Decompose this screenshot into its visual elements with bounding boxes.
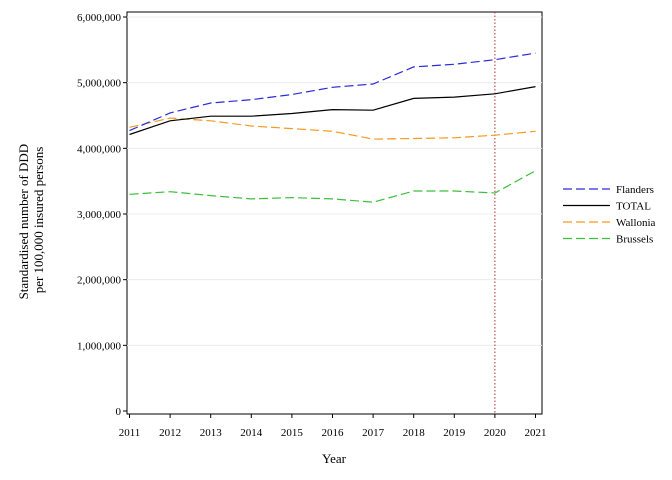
x-tick-label: 2014 — [240, 427, 263, 439]
x-tick-label: 2018 — [403, 427, 426, 439]
y-axis: 0 1,000,000 2,000,000 3,000,000 4,000,000 5,0… — [77, 12, 127, 418]
y-tick-label: 3,000,000 — [77, 209, 122, 221]
x-tick-label: 2021 — [525, 427, 547, 439]
x-axis: 2011 2012 2013 2014 2015 2016 2017 2018 2019 2020… — [119, 414, 547, 439]
series-lines — [129, 52, 536, 203]
series-line-flanders — [129, 52, 536, 132]
y-tick-label: 5,000,000 — [77, 78, 122, 90]
y-tick-label: 0 — [116, 406, 122, 418]
x-axis-title: Year — [322, 451, 347, 466]
y-axis-title-line-2: per 100,000 insured persons — [31, 147, 46, 294]
series-line-brussels — [129, 170, 536, 203]
y-tick-label: 2,000,000 — [77, 275, 122, 287]
legend-label-wallonia: Wallonia — [616, 217, 656, 229]
legend: Flanders TOTAL Wallonia Brussels — [563, 184, 656, 246]
x-tick-label: 2016 — [322, 427, 345, 439]
y-tick-label: 6,000,000 — [77, 12, 122, 24]
x-tick-label: 2017 — [362, 427, 385, 439]
series-line-total — [129, 86, 536, 136]
plot-area — [126, 11, 543, 415]
series-line-wallonia — [129, 117, 536, 140]
x-tick-label: 2019 — [443, 427, 466, 439]
y-axis-title: Standardised number of DDD per 100,000 i… — [16, 141, 46, 300]
legend-label-flanders: Flanders — [616, 184, 654, 196]
y-axis-title-line-1: Standardised number of DDD — [16, 144, 31, 300]
x-tick-label: 2013 — [200, 427, 223, 439]
legend-label-total: TOTAL — [616, 201, 651, 213]
legend-label-brussels: Brussels — [616, 234, 653, 246]
x-tick-label: 2012 — [159, 427, 181, 439]
x-tick-label: 2020 — [484, 427, 507, 439]
y-tick-label: 1,000,000 — [77, 340, 122, 352]
y-tick-label: 4,000,000 — [77, 143, 122, 155]
grid-lines — [127, 16, 542, 346]
x-tick-label: 2011 — [119, 427, 141, 439]
x-tick-label: 2015 — [281, 427, 304, 439]
